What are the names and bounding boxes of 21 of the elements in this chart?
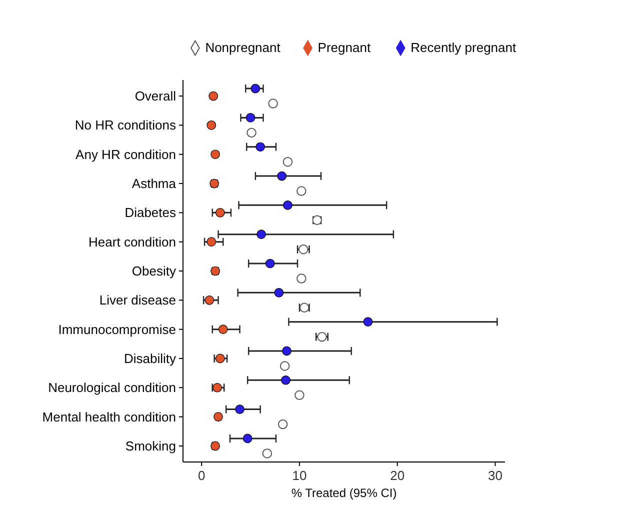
legend-label: Nonpregnant (205, 40, 281, 55)
y-tick-label: Neurological condition (48, 380, 176, 396)
y-tick-label: Obesity (132, 264, 176, 278)
y-tick-label: Immunocompromise (58, 322, 176, 337)
y-tick-label: Heart condition (88, 234, 176, 250)
x-tick-label: 30 (488, 468, 502, 483)
y-tick-label: Diabetes (124, 205, 176, 220)
legend-label: Recently pregnant (410, 40, 516, 55)
x-axis-title: % Treated (95% CI) (291, 486, 397, 500)
y-tick-label: Any HR condition (76, 146, 176, 162)
y-tick-label: Asthma (132, 176, 177, 192)
y-tick-label: Smoking (125, 438, 176, 454)
x-tick-label: 10 (292, 468, 307, 483)
y-tick-label: Overall (134, 88, 176, 104)
y-tick-label: Mental health condition (42, 409, 176, 424)
y-tick-label: Disability (124, 350, 176, 366)
y-tick-label: Liver disease (99, 292, 176, 308)
x-tick-label: 0 (198, 468, 206, 483)
legend-label: Pregnant (318, 40, 371, 55)
x-tick-label: 20 (390, 468, 405, 483)
y-tick-label: No HR conditions (74, 118, 176, 133)
